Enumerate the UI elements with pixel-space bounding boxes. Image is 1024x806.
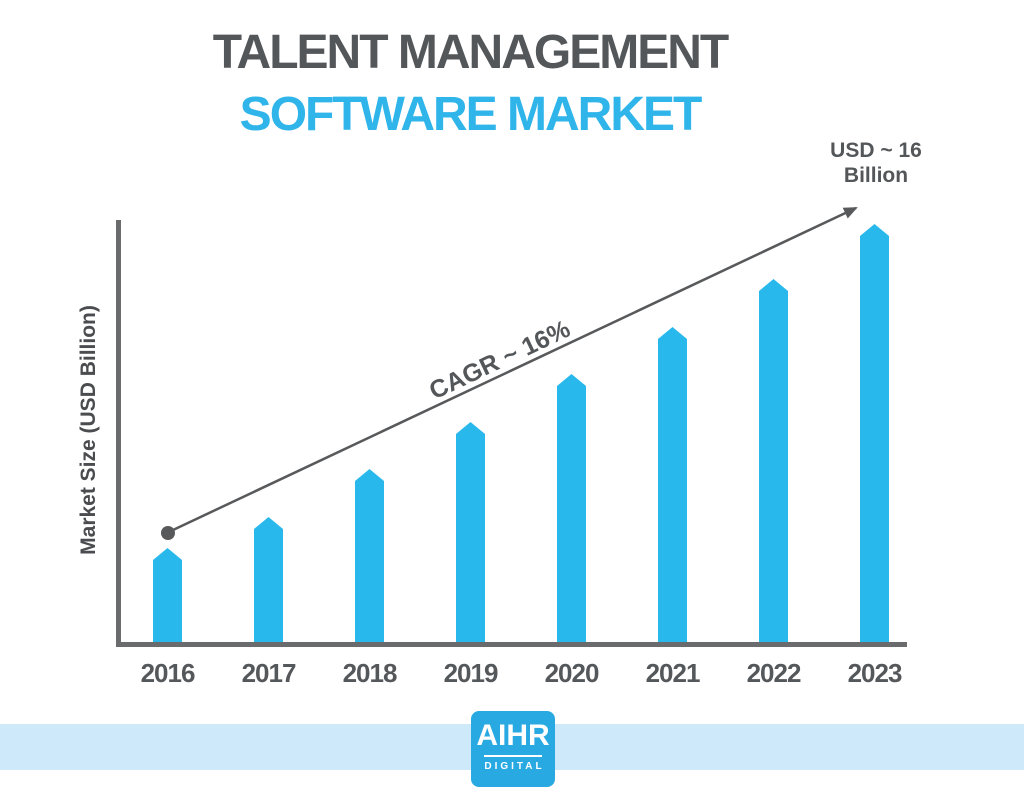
aihr-logo-text: AIHR [476, 719, 550, 752]
bar-2017 [254, 517, 283, 646]
bar-2019 [456, 422, 485, 646]
trend-start-dot [161, 526, 175, 540]
bar-2020 [557, 374, 586, 646]
chart-title-line2: SOFTWARE MARKET [239, 88, 703, 141]
aihr-logo-subtext: DIGITAL [484, 761, 545, 772]
y-axis-label: Market Size (USD Billion) [77, 305, 100, 555]
y-axis-line [116, 220, 121, 647]
x-axis-line [116, 642, 907, 647]
chart-title-line1: TALENT MANAGEMENT [212, 26, 729, 79]
endpoint-annotation-line1: USD ~ 16 [830, 139, 922, 162]
chart-title: TALENT MANAGEMENT SOFTWARE MARKET [0, 22, 940, 146]
x-tick-2019: 2019 [443, 658, 499, 688]
bar-2022 [759, 279, 788, 646]
x-tick-2022: 2022 [746, 658, 802, 688]
x-tick-2023: 2023 [847, 658, 903, 688]
x-tick-2017: 2017 [241, 658, 297, 688]
bar-2021 [658, 327, 687, 646]
x-tick-2021: 2021 [645, 658, 701, 688]
x-tick-2020: 2020 [544, 658, 600, 688]
x-tick-2016: 2016 [140, 658, 196, 688]
bar-2016 [153, 548, 182, 646]
aihr-logo: AIHR DIGITAL [471, 711, 555, 787]
bar-2018 [355, 469, 384, 646]
endpoint-annotation-line2: Billion [843, 164, 909, 187]
bar-2023 [860, 224, 889, 646]
aihr-logo-divider [484, 755, 542, 757]
endpoint-annotation: USD ~ 16 Billion [796, 138, 956, 188]
x-tick-2018: 2018 [342, 658, 398, 688]
